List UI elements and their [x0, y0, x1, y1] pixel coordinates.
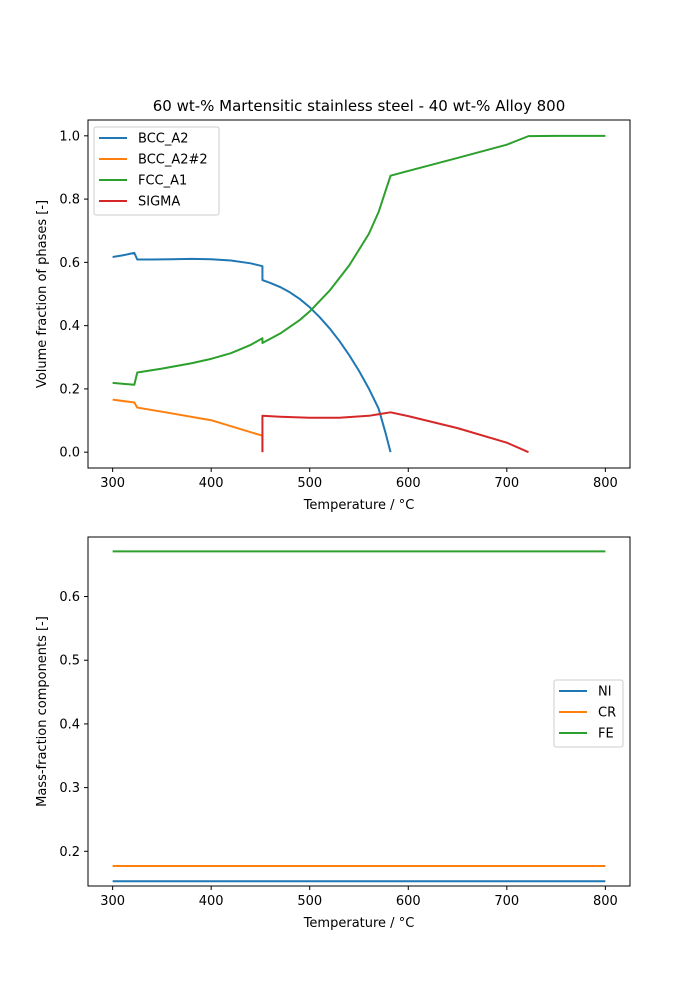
- y-tick-label: 0.4: [59, 319, 80, 334]
- x-tick-label: 800: [593, 894, 618, 909]
- legend-label: NI: [598, 685, 612, 700]
- x-tick-label: 600: [396, 476, 421, 491]
- chart-title: 60 wt-% Martensitic stainless steel - 40…: [153, 97, 566, 115]
- x-tick-label: 500: [297, 894, 322, 909]
- legend-label: FE: [598, 727, 614, 742]
- plot-frame: [87, 536, 631, 887]
- y-tick-label: 0.5: [59, 654, 80, 669]
- volume-fraction-chart: 60 wt-% Martensitic stainless steel - 40…: [35, 97, 631, 513]
- y-tick-label: 0.0: [59, 446, 80, 461]
- legend-label: BCC_A2: [138, 132, 189, 147]
- y-tick-label: 0.2: [59, 382, 80, 397]
- x-tick-label: 700: [494, 894, 519, 909]
- legend-label: FCC_A1: [138, 174, 187, 189]
- x-axis-label: Temperature / °C: [303, 916, 415, 931]
- x-tick-label: 300: [100, 894, 125, 909]
- x-tick-label: 500: [297, 476, 322, 491]
- legend-label: SIGMA: [138, 195, 180, 210]
- legend-label: BCC_A2#2: [138, 153, 208, 168]
- x-tick-label: 400: [199, 476, 224, 491]
- series-line-sigma: [261, 411, 529, 454]
- x-tick-label: 300: [100, 476, 125, 491]
- legend-box: [553, 679, 624, 748]
- y-tick-label: 0.6: [59, 590, 80, 605]
- x-axis-label: Temperature / °C: [303, 498, 415, 513]
- legend: NI CR FE: [553, 679, 624, 748]
- y-axis-label: Mass-fraction components [-]: [35, 616, 50, 807]
- x-tick-label: 600: [396, 894, 421, 909]
- plot-frame: [87, 119, 631, 469]
- series-line-bcc-a2: [112, 251, 392, 453]
- mass-fraction-chart: Temperature / °C Mass-fraction component…: [35, 536, 631, 931]
- legend-label: CR: [598, 706, 616, 721]
- y-tick-label: 0.2: [59, 845, 80, 860]
- series-line-bcc-a2-2: [112, 398, 264, 453]
- x-tick-label: 800: [593, 476, 618, 491]
- legend-box: [93, 126, 220, 216]
- legend: BCC_A2 BCC_A2#2 FCC_A1 SIGMA: [93, 126, 220, 216]
- y-tick-label: 1.0: [59, 129, 80, 144]
- y-tick-label: 0.8: [59, 193, 80, 208]
- y-axis-label: Volume fraction of phases [-]: [35, 200, 50, 388]
- y-tick-label: 0.3: [59, 781, 80, 796]
- x-tick-label: 400: [199, 894, 224, 909]
- x-tick-label: 700: [494, 476, 519, 491]
- y-tick-label: 0.4: [59, 717, 80, 732]
- y-tick-label: 0.6: [59, 256, 80, 271]
- series-line-fcc-a1: [112, 134, 606, 386]
